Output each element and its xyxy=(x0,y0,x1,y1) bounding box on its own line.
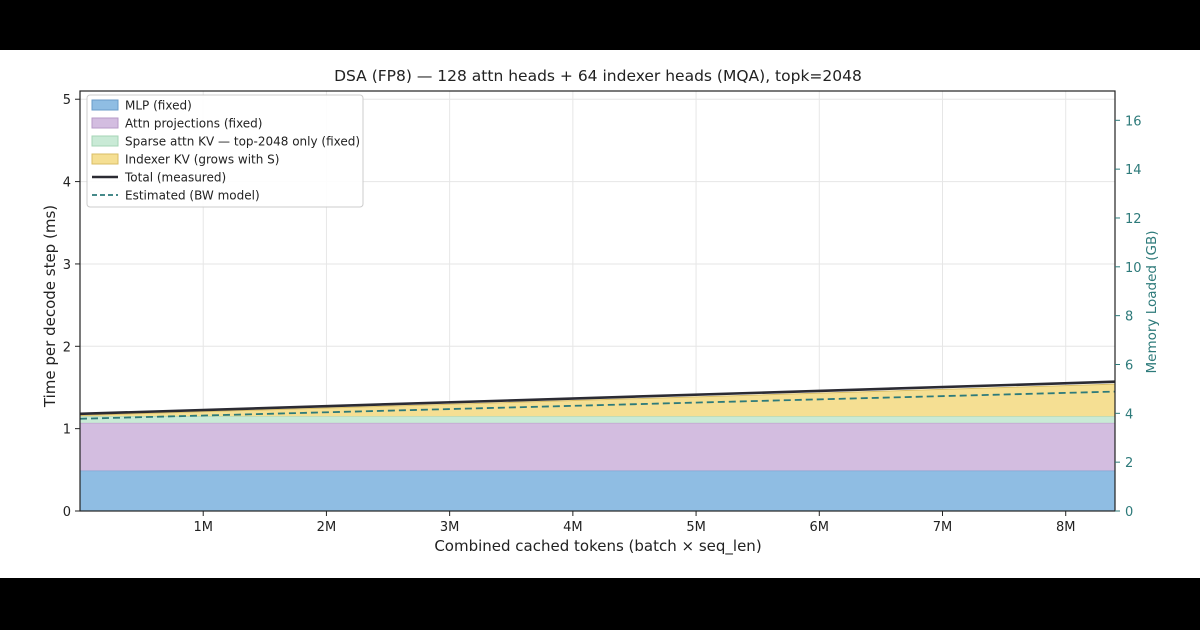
legend-label: Total (measured) xyxy=(124,171,226,185)
y-tick-label: 3 xyxy=(63,258,71,273)
legend: MLP (fixed) Attn projections (fixed) Spars… xyxy=(86,94,364,208)
y2-tick-label: 8 xyxy=(1125,310,1133,325)
y2-tick-label: 12 xyxy=(1125,212,1142,227)
y2-tick-label: 4 xyxy=(1125,407,1133,422)
legend-label: Attn projections (fixed) xyxy=(125,117,262,131)
legend-swatch xyxy=(91,99,119,111)
plot-frame xyxy=(79,90,1116,512)
legend-swatch xyxy=(91,153,119,165)
y2-tick-label: 2 xyxy=(1125,456,1133,471)
stacked-areas xyxy=(79,383,1116,511)
y-tick-label: 2 xyxy=(63,340,71,355)
y2-axis-label: Memory Loaded (GB) xyxy=(1144,230,1160,373)
area-edge-4 xyxy=(79,383,1116,416)
legend-label: Sparse attn KV — top-2048 only (fixed) xyxy=(125,135,360,149)
x-tick-label: 6M xyxy=(810,520,830,535)
y2-tick-label: 10 xyxy=(1125,261,1142,276)
chart-title: DSA (FP8) — 128 attn heads + 64 indexer … xyxy=(334,67,862,85)
x-axis-label: Combined cached tokens (batch × seq_len) xyxy=(434,537,761,556)
legend-box xyxy=(86,94,364,208)
series-lines xyxy=(79,380,1116,420)
area-series-1 xyxy=(80,470,1115,511)
y2-tick-label: 14 xyxy=(1125,163,1142,178)
y-tick-label: 4 xyxy=(63,176,71,191)
x-tick-label: 4M xyxy=(563,520,583,535)
x-tick-label: 7M xyxy=(933,520,953,535)
legend-swatch xyxy=(91,117,119,129)
estimated-line xyxy=(79,390,1116,420)
legend-label: Indexer KV (grows with S) xyxy=(125,153,279,167)
y-axis-label: Time per decode step (ms) xyxy=(41,205,59,408)
x-tick-label: 1M xyxy=(193,520,213,535)
x-tick-label: 3M xyxy=(440,520,460,535)
y2-tick-label: 0 xyxy=(1125,505,1133,520)
y-tick-label: 5 xyxy=(63,93,71,108)
area-series-3 xyxy=(80,416,1115,423)
y-tick-label: 1 xyxy=(63,423,71,438)
x-tick-label: 2M xyxy=(317,520,337,535)
x-tick-label: 8M xyxy=(1056,520,1076,535)
y-tick-label: 0 xyxy=(63,505,71,520)
x-tick-label: 5M xyxy=(686,520,706,535)
total-line xyxy=(79,380,1116,416)
y2-tick-label: 6 xyxy=(1125,358,1133,373)
chart-figure: 1M 2M 3M 4M 5M 6M 7M 8M 0 1 2 3 4 5 0 2 4 6 8 10 12 14 16 MLP … xyxy=(0,50,1200,578)
legend-swatch xyxy=(91,135,119,147)
y2-tick-label: 16 xyxy=(1125,114,1142,129)
legend-label: Estimated (BW model) xyxy=(125,189,260,203)
area-series-2 xyxy=(80,422,1115,471)
legend-label: MLP (fixed) xyxy=(125,99,192,113)
